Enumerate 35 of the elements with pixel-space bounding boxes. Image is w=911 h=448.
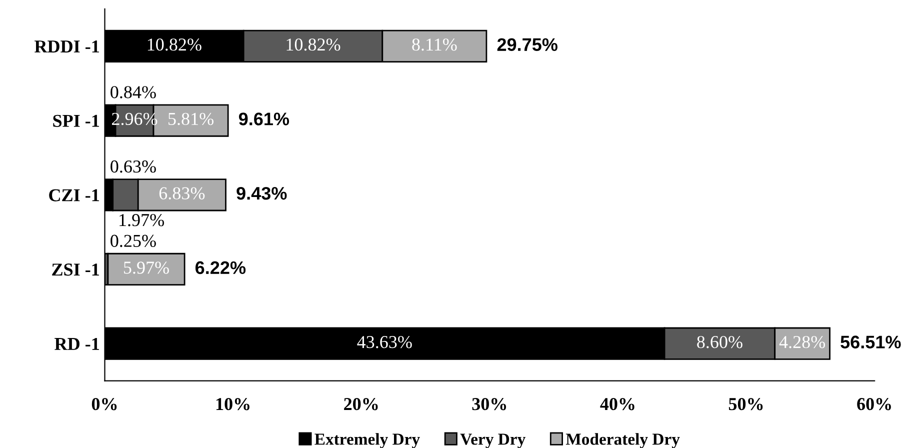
y-tick-label: RD -1	[54, 338, 99, 350]
data-label: 5.81%	[168, 112, 214, 126]
data-label: 10.82%	[148, 38, 202, 51]
legend-label: Very Dry	[460, 434, 526, 448]
data-label: 43.63%	[357, 336, 412, 348]
total-label: 9.43%	[236, 186, 287, 200]
legend-label: Moderately Dry	[566, 433, 680, 448]
data-label: 0.25%	[110, 234, 156, 248]
data-label: 1.97%	[120, 214, 164, 226]
data-label: 0.84%	[110, 86, 156, 98]
y-tick-label: SPI -1	[53, 114, 99, 127]
total-label: 9.61%	[238, 112, 290, 126]
bar	[107, 252, 186, 286]
y-tick-label: ZSI -1	[52, 264, 99, 276]
total-label: 6.22%	[195, 261, 246, 274]
x-tick-label: 10%	[216, 398, 250, 410]
x-tick-label: 0%	[92, 398, 117, 410]
total-label: 29.75%	[497, 38, 558, 51]
x-tick-label: 40%	[600, 398, 634, 410]
y-tick-label: CZI -1	[49, 189, 99, 202]
x-tick-label: 60%	[857, 398, 891, 410]
x-tick-label: 30%	[472, 398, 506, 410]
data-label: 6.83%	[159, 187, 205, 200]
legend-label: Extremely Dry	[314, 433, 420, 448]
data-label: 10.82%	[286, 38, 340, 51]
total-label: 56.51%	[840, 336, 901, 348]
data-label: 2.96%	[112, 112, 158, 126]
data-label: 4.28%	[779, 336, 826, 348]
y-tick-label: RDDI -1	[34, 40, 99, 52]
data-label: 5.97%	[124, 262, 169, 274]
x-tick-label: 20%	[344, 398, 378, 410]
data-label: 8.60%	[697, 336, 742, 348]
x-tick-label: 50%	[728, 398, 763, 410]
data-label: 0.63%	[110, 160, 156, 173]
data-label: 8.11%	[412, 38, 457, 51]
